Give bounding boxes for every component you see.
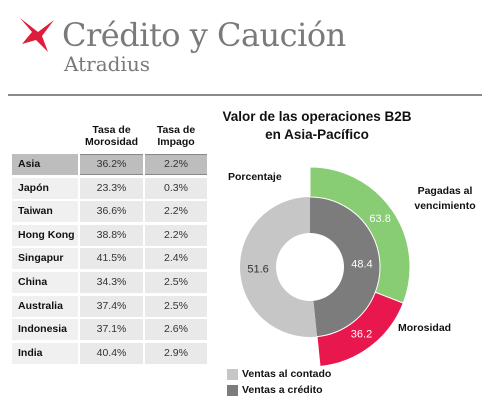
- morosidad-cell: 41.5%: [80, 248, 143, 270]
- table-row: Indonesia 37.1% 2.6%: [12, 319, 207, 341]
- legend-swatch-contado: [227, 369, 238, 380]
- country-cell: Australia: [12, 295, 78, 317]
- morosidad-cell: 36.2%: [80, 154, 143, 175]
- legend-swatch-credito: [227, 385, 238, 396]
- chart-title: Valor de las operaciones B2B en Asia-Pac…: [222, 109, 412, 142]
- brand-name: Crédito y Caución: [62, 16, 346, 54]
- value-label-pagadas: 63.8: [369, 213, 390, 225]
- country-cell: Indonesia: [12, 319, 78, 341]
- impago-cell: 2.2%: [145, 154, 207, 175]
- morosidad-cell: 23.3%: [80, 177, 143, 199]
- label-porcentaje: Porcentaje: [228, 171, 282, 183]
- table-row: Australia 37.4% 2.5%: [12, 295, 207, 317]
- morosidad-cell: 40.4%: [80, 342, 143, 364]
- slice-ventas-credito: [310, 197, 381, 337]
- country-cell: India: [12, 342, 78, 364]
- slice-ventas-contado: [240, 197, 318, 337]
- slice-morosidad: [316, 291, 404, 368]
- morosidad-cell: 37.4%: [80, 295, 143, 317]
- table-row: Hong Kong 38.8% 2.2%: [12, 224, 207, 246]
- value-label-contado: 51.6: [247, 264, 268, 276]
- label-morosidad: Morosidad: [398, 322, 452, 334]
- table-row: Singapur 41.5% 2.4%: [12, 248, 207, 270]
- label-pagadas: Pagadas al vencimiento: [414, 185, 476, 212]
- table-row: Taiwan 36.6% 2.2%: [12, 201, 207, 223]
- brand-subtitle: Atradius: [64, 52, 150, 76]
- table-row: Japón 23.3% 0.3%: [12, 177, 207, 199]
- country-cell: Japón: [12, 177, 78, 199]
- impago-cell: 2.5%: [145, 295, 207, 317]
- impago-cell: 0.3%: [145, 177, 207, 199]
- table-row: India 40.4% 2.9%: [12, 342, 207, 364]
- header-divider: [8, 94, 482, 96]
- value-label-credito: 48.4: [351, 258, 372, 270]
- atradius-logo-icon: [20, 18, 54, 52]
- impago-cell: 2.5%: [145, 272, 207, 293]
- brand-header: Crédito y Caución Atradius: [18, 8, 348, 76]
- morosidad-cell: 38.8%: [80, 224, 143, 246]
- country-cell: Singapur: [12, 248, 78, 270]
- country-cell: Hong Kong: [12, 224, 78, 246]
- morosidad-cell: 37.1%: [80, 319, 143, 341]
- morosidad-cell: 36.6%: [80, 201, 143, 223]
- impago-cell: 2.6%: [145, 319, 207, 341]
- impago-cell: 2.2%: [145, 201, 207, 223]
- impago-cell: 2.4%: [145, 248, 207, 270]
- impago-cell: 2.2%: [145, 224, 207, 246]
- header-morosidad: Tasa de Morosidad: [84, 124, 139, 148]
- country-cell: Taiwan: [12, 201, 78, 223]
- value-label-morosidad: 36.2: [351, 329, 372, 341]
- table-row: China 34.3% 2.5%: [12, 272, 207, 293]
- legend-label-contado: Ventas al contado: [242, 368, 332, 380]
- header-impago: Tasa de Impago: [156, 124, 196, 148]
- legend-label-credito: Ventas a crédito: [242, 384, 323, 396]
- morosidad-cell: 34.3%: [80, 272, 143, 293]
- impago-cell: 2.9%: [145, 342, 207, 364]
- country-cell: China: [12, 272, 78, 293]
